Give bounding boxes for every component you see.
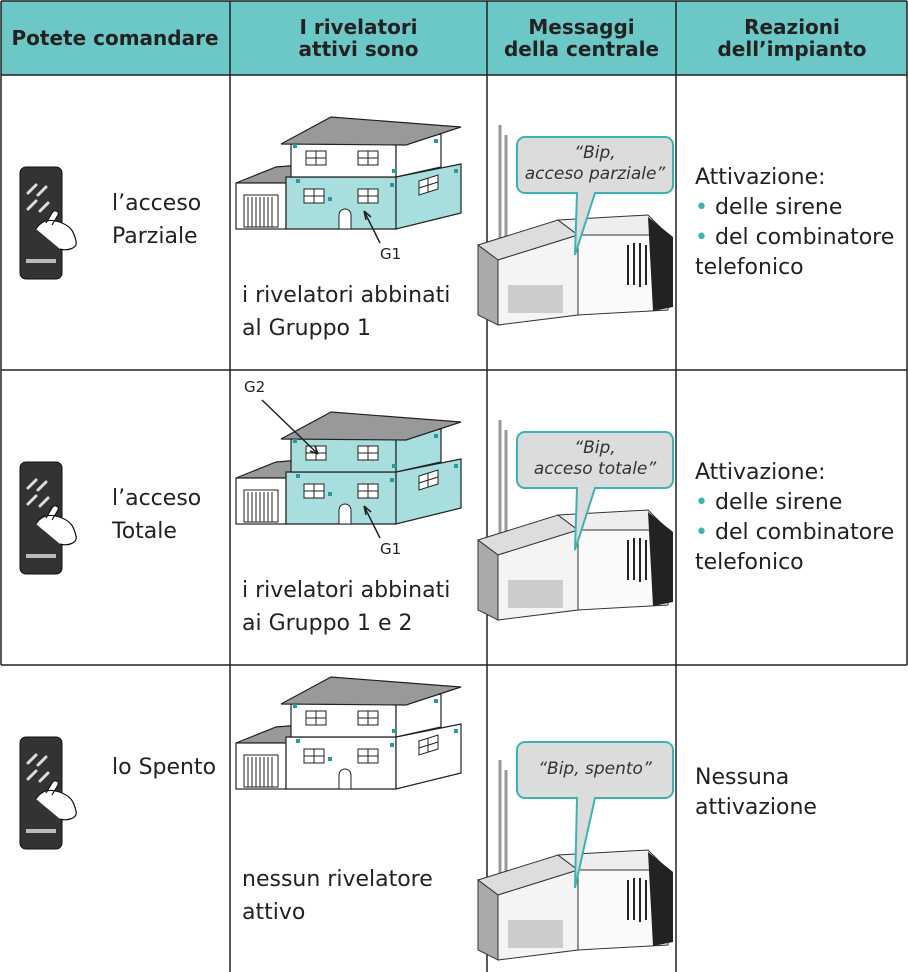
- reaction: Attivazione: • delle sirene • del combinat…: [695, 458, 905, 578]
- header-text: dell’impianto: [717, 36, 867, 61]
- header-cell: Messaggi della centrale: [487, 0, 676, 75]
- group-label: G1: [380, 540, 402, 558]
- reaction-title: Attivazione:: [695, 460, 826, 485]
- detectors: i rivelatori abbinati ai Gruppo 1 e 2: [242, 574, 450, 640]
- header-text: I rivelatori: [299, 14, 418, 39]
- command: l’acceso Totale: [112, 482, 201, 548]
- header-text: Messaggi: [528, 14, 635, 39]
- bullet-text: del combinatore telefonico: [695, 520, 895, 575]
- message: “Bip, acceso parziale”: [517, 143, 673, 185]
- text-line: Parziale: [112, 224, 198, 249]
- row-art: [18, 116, 675, 327]
- bullet: • del combinatore telefonico: [695, 520, 895, 575]
- command: l’acceso Parziale: [112, 187, 201, 253]
- bullet-text: del combinatore telefonico: [695, 225, 895, 280]
- reaction: Attivazione: • delle sirene • del combinat…: [695, 163, 905, 283]
- row: l’acceso Totale G2 G1 i rivelatori abbina…: [0, 370, 908, 665]
- row-art: [18, 676, 675, 962]
- message: “Bip, acceso totale”: [517, 438, 673, 480]
- text-line: l’acceso: [112, 191, 202, 216]
- detectors: nessun rivelatore attivo: [242, 863, 433, 929]
- detectors: i rivelatori abbinati al Gruppo 1: [242, 279, 450, 345]
- header-text: della centrale: [503, 36, 660, 61]
- header-text: Potete comandare: [11, 25, 219, 50]
- text-line: attivazione: [695, 795, 817, 820]
- text-line: Totale: [112, 519, 177, 544]
- text-line: acceso totale”: [533, 459, 657, 479]
- header-text: Reazioni: [744, 14, 840, 39]
- header-cell: Potete comandare: [0, 0, 230, 75]
- header-cell: Reazioni dell’impianto: [676, 0, 908, 75]
- text-line: acceso parziale”: [524, 164, 666, 184]
- reaction-title: Attivazione:: [695, 165, 826, 190]
- text-line: ai Gruppo 1 e 2: [242, 611, 413, 636]
- bullet: • del combinatore telefonico: [695, 225, 895, 280]
- text-line: al Gruppo 1: [242, 316, 372, 341]
- text-line: i rivelatori abbinati: [242, 578, 451, 603]
- text-line: “Bip,: [574, 143, 616, 163]
- text-line: lo Spento: [112, 755, 217, 780]
- group-label: G1: [380, 245, 402, 263]
- bullet-text: delle sirene: [714, 490, 843, 515]
- group-label: G2: [244, 378, 266, 396]
- row: l’acceso Parziale G1 i rivelatori abbinat…: [0, 75, 908, 370]
- message: “Bip, spento”: [517, 759, 673, 780]
- header-text: attivi sono: [298, 36, 419, 61]
- command: lo Spento: [112, 751, 216, 784]
- text-line: Nessuna: [695, 765, 790, 790]
- text-line: nessun rivelatore: [242, 867, 433, 892]
- bullet: • delle sirene: [695, 490, 843, 515]
- bullet: • delle sirene: [695, 195, 843, 220]
- text-line: i rivelatori abbinati: [242, 283, 451, 308]
- row: lo Spento nessun rivelatore attivo “Bip, …: [0, 665, 908, 972]
- text-line: “Bip, spento”: [538, 759, 652, 779]
- text-line: “Bip,: [574, 438, 616, 458]
- text-line: attivo: [242, 900, 306, 925]
- row-art: [18, 399, 675, 622]
- text-line: l’acceso: [112, 486, 202, 511]
- reaction: Nessuna attivazione: [695, 763, 905, 823]
- header-cell: I rivelatori attivi sono: [230, 0, 487, 75]
- bullet-text: delle sirene: [714, 195, 843, 220]
